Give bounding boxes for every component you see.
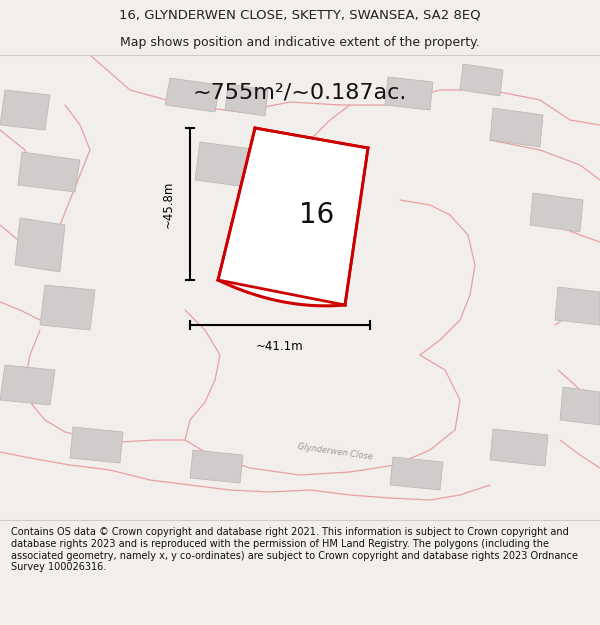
Polygon shape xyxy=(0,365,55,405)
Polygon shape xyxy=(555,287,600,325)
Polygon shape xyxy=(390,457,443,490)
Text: Contains OS data © Crown copyright and database right 2021. This information is : Contains OS data © Crown copyright and d… xyxy=(11,528,578,572)
Text: ~45.8m: ~45.8m xyxy=(161,180,175,228)
Polygon shape xyxy=(70,427,123,463)
Polygon shape xyxy=(40,285,95,330)
Polygon shape xyxy=(195,142,260,188)
Polygon shape xyxy=(225,84,268,116)
Polygon shape xyxy=(385,77,433,110)
Polygon shape xyxy=(0,90,50,130)
Polygon shape xyxy=(530,193,583,232)
Text: Map shows position and indicative extent of the property.: Map shows position and indicative extent… xyxy=(120,36,480,49)
Text: Glynderwen Close: Glynderwen Close xyxy=(297,442,373,462)
Polygon shape xyxy=(190,450,243,483)
Polygon shape xyxy=(490,429,548,466)
Polygon shape xyxy=(18,152,80,192)
Polygon shape xyxy=(460,64,503,96)
Text: 16, GLYNDERWEN CLOSE, SKETTY, SWANSEA, SA2 8EQ: 16, GLYNDERWEN CLOSE, SKETTY, SWANSEA, S… xyxy=(119,9,481,22)
Polygon shape xyxy=(218,128,368,306)
Polygon shape xyxy=(165,78,220,112)
Polygon shape xyxy=(260,165,335,220)
Polygon shape xyxy=(218,128,368,305)
Text: 16: 16 xyxy=(299,201,334,229)
Polygon shape xyxy=(560,387,600,425)
Polygon shape xyxy=(490,108,543,147)
Text: ~755m²/~0.187ac.: ~755m²/~0.187ac. xyxy=(193,82,407,102)
Polygon shape xyxy=(15,218,65,272)
Text: ~41.1m: ~41.1m xyxy=(256,341,304,354)
